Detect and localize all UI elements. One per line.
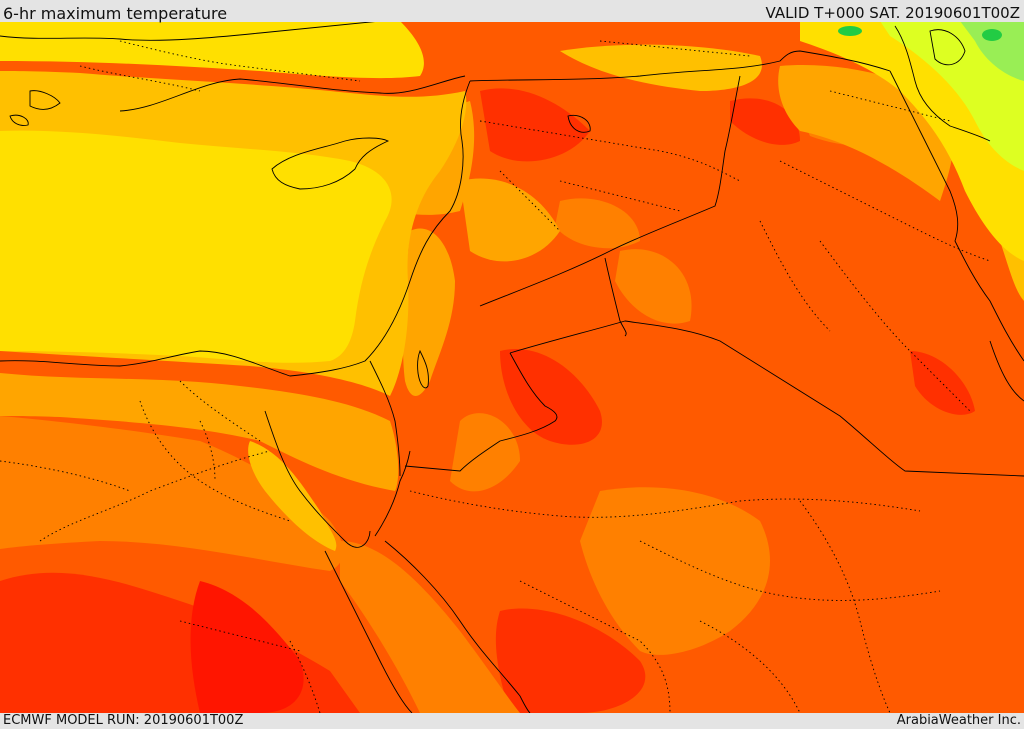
coastline-red-sea-east	[384, 540, 531, 713]
country-borders	[369, 50, 1024, 477]
heat-field-red	[0, 88, 975, 713]
border-jordan-saudi	[509, 320, 1024, 477]
model-run-label: ECMWF MODEL RUN: 20190601T00Z	[3, 713, 244, 728]
coastline-dead-sea	[417, 349, 429, 389]
border-egypt-israel	[369, 360, 401, 477]
header-bar: 6-hr maximum temperature VALID T+000 SAT…	[0, 0, 1024, 23]
border-turkey-syria-iraq	[469, 50, 891, 82]
map-title: 6-hr maximum temperature	[3, 4, 228, 23]
coastline-gulf-persian	[989, 340, 1024, 402]
coastline-gulf-of-suez	[264, 410, 371, 548]
coastline-cyprus	[271, 137, 390, 190]
heat-field-cool-spot-1	[982, 29, 1002, 41]
heat-field-yellow-sea	[0, 130, 392, 363]
coastline-turkey-south	[119, 75, 466, 112]
coastline-mediterranean-south	[0, 80, 471, 377]
heat-field-cool-spot-2	[838, 26, 862, 36]
border-syria-iraq	[479, 75, 741, 307]
heat-field-light-green	[960, 21, 1024, 81]
coastline-caspian	[894, 25, 991, 142]
border-jordan-saudi-west	[404, 352, 558, 472]
coastlines	[0, 21, 1024, 713]
valid-time-label: VALID T+000 SAT. 20190601T00Z	[765, 4, 1020, 22]
credit-label: ArabiaWeather Inc.	[896, 713, 1021, 728]
temperature-map[interactable]	[0, 21, 1024, 713]
map-canvas	[0, 21, 1024, 713]
border-jordan-iraq	[604, 257, 627, 337]
border-iran-iraq	[889, 70, 1024, 362]
coastline-aegean-islands	[9, 90, 61, 126]
coastline-lake-tharthar	[567, 114, 591, 133]
province-borders	[0, 40, 991, 713]
coastline-gulf-of-aqaba	[374, 450, 411, 537]
footer-bar: ECMWF MODEL RUN: 20190601T00Z ArabiaWeat…	[0, 713, 1024, 729]
coastline-red-sea-west	[324, 550, 413, 713]
heat-field-yellow-north	[0, 21, 424, 79]
coastline-lake-urmia	[929, 29, 966, 66]
coastline-turkey-north	[0, 21, 381, 41]
